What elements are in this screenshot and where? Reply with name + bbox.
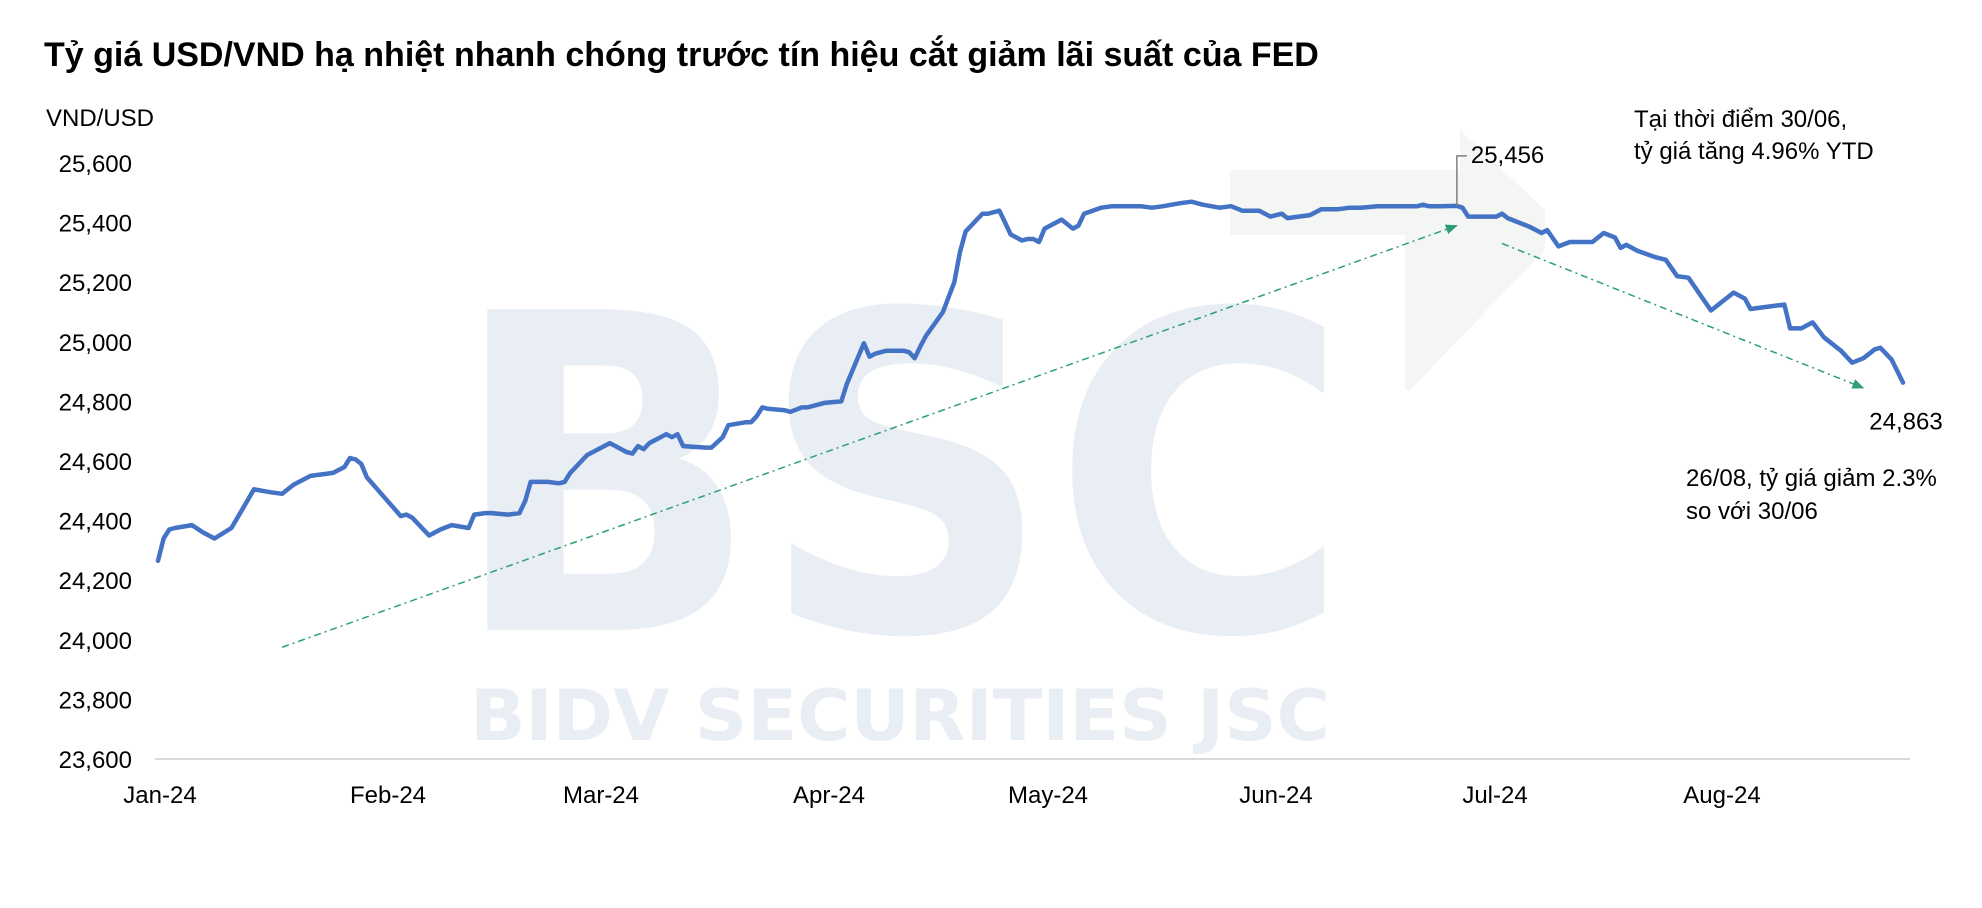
- x-tick-label: Jul-24: [1462, 782, 1527, 809]
- last-value-label: 24,863: [1869, 409, 1942, 436]
- y-tick-label: 24,400: [59, 509, 132, 536]
- trend-arrows: [281, 224, 1865, 648]
- x-axis-ticks: Jan-24 Feb-24 Mar-24 Apr-24 May-24 Jun-24 Jul-…: [123, 782, 1760, 809]
- x-tick-label: Jan-24: [123, 782, 196, 809]
- x-tick-label: May-24: [1008, 782, 1088, 809]
- x-tick-label: Mar-24: [563, 782, 639, 809]
- y-tick-label: 25,600: [59, 151, 132, 178]
- note-ytd: tỷ giá tăng 4.96% YTD: [1634, 138, 1874, 165]
- x-tick-label: Aug-24: [1683, 782, 1760, 809]
- watermark-logo: BSC: [450, 222, 1350, 734]
- y-tick-label: 24,800: [59, 389, 132, 416]
- watermark-tagline: BIDV SECURITIES JSC: [470, 675, 1330, 757]
- trend-arrow: [1501, 242, 1865, 389]
- y-axis-label: VND/USD: [46, 105, 154, 132]
- y-tick-label: 25,400: [59, 211, 132, 238]
- y-axis-ticks: 25,600 25,400 25,200 25,000 24,800 24,600 24,4…: [59, 151, 132, 774]
- y-tick-label: 25,200: [59, 270, 132, 297]
- chart-title: Tỷ giá USD/VND hạ nhiệt nhanh chóng trướ…: [44, 36, 1319, 74]
- trend-arrow: [281, 224, 1458, 648]
- x-tick-label: Feb-24: [350, 782, 426, 809]
- y-tick-label: 25,000: [59, 330, 132, 357]
- peak-value-label: 25,456: [1471, 142, 1544, 169]
- watermark: BSC BIDV SECURITIES JSC: [450, 130, 1545, 757]
- series-line: [155, 199, 1906, 564]
- y-tick-label: 24,600: [59, 449, 132, 476]
- x-tick-label: Apr-24: [793, 782, 865, 809]
- watermark-arrow-icon: [1230, 130, 1545, 390]
- note-decline: 26/08, tỷ giá giảm 2.3%: [1686, 465, 1937, 492]
- annotations: 25,456 24,863 Tại thời điểm 30/06, tỷ giá t…: [1456, 106, 1943, 525]
- x-tick-label: Jun-24: [1239, 782, 1312, 809]
- note-ytd: Tại thời điểm 30/06,: [1634, 106, 1847, 133]
- y-tick-label: 23,600: [59, 747, 132, 774]
- peak-leader-line: [1456, 155, 1467, 206]
- y-tick-label: 24,200: [59, 568, 132, 595]
- y-tick-label: 24,000: [59, 628, 132, 655]
- note-decline: so với 30/06: [1686, 498, 1818, 525]
- y-tick-label: 23,800: [59, 687, 132, 714]
